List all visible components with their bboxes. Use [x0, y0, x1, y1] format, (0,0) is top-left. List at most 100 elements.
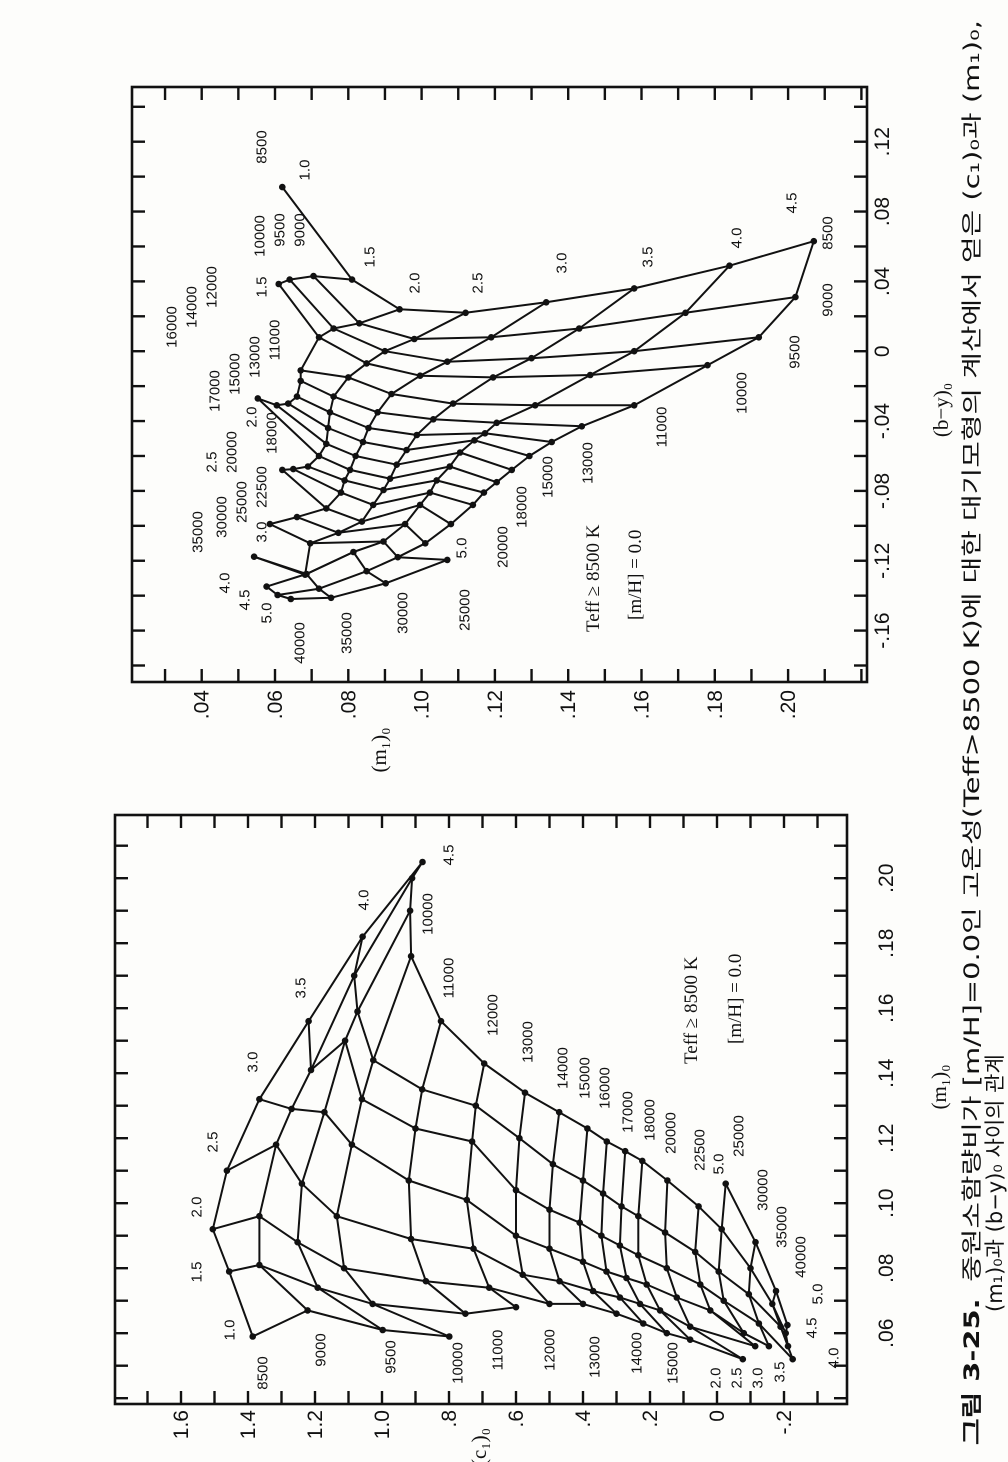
- curve-label: 3.0: [254, 522, 271, 543]
- model-point: [416, 372, 424, 379]
- curve-label: 3.0: [245, 1052, 262, 1073]
- model-point: [437, 1017, 445, 1025]
- model-point: [380, 486, 387, 494]
- curve-label: 25000: [457, 589, 474, 631]
- model-point: [256, 1095, 263, 1103]
- curve-label: 20000: [663, 1112, 680, 1154]
- model-point: [715, 1268, 723, 1275]
- model-point: [663, 1264, 671, 1272]
- logg-line-1-5: [228, 1264, 517, 1315]
- model-point: [752, 1238, 759, 1246]
- model-point: [663, 1329, 671, 1337]
- curve-label: 1.5: [189, 1262, 206, 1283]
- curve-label: 25000: [234, 481, 251, 523]
- figure-number: 그림 3-25.: [960, 1298, 984, 1445]
- x-tick-label: .10: [875, 1189, 898, 1218]
- model-point: [546, 1300, 553, 1308]
- model-point: [810, 237, 818, 245]
- model-point: [348, 1141, 356, 1148]
- y-tick-label: 1.6: [170, 1410, 193, 1439]
- model-point: [446, 1333, 453, 1340]
- caption-line-2: (m₁)₀과 (b−y)₀ 사이의 관계: [983, 1054, 1007, 1312]
- curve-label: 4.5: [237, 590, 254, 611]
- x-axis-title: (b−y)₀: [929, 383, 953, 437]
- model-point: [422, 1277, 430, 1285]
- curve-label: 4.5: [441, 845, 458, 866]
- teff-line-11000: [300, 369, 635, 407]
- model-point: [630, 402, 638, 409]
- y-tick-label: .2: [639, 1410, 662, 1428]
- model-point: [621, 1147, 629, 1155]
- model-point: [469, 501, 477, 509]
- curve-label: 12000: [204, 266, 221, 308]
- model-point: [635, 1251, 642, 1259]
- model-point: [363, 567, 370, 575]
- model-point: [589, 1287, 597, 1295]
- model-point: [546, 1245, 553, 1252]
- teff-annotation: Teff ≥ 8500 K: [583, 524, 604, 632]
- y-tick-label: .20: [777, 690, 800, 719]
- y-tick-label: .08: [337, 690, 360, 719]
- model-point: [519, 1271, 527, 1278]
- y-tick-label: .04: [191, 690, 214, 720]
- curve-label: 40000: [292, 622, 309, 664]
- model-point: [447, 520, 455, 528]
- curve-label: 30000: [214, 496, 231, 538]
- curve-label: 18000: [642, 1099, 659, 1141]
- curve-label: 9500: [272, 213, 289, 246]
- model-point: [263, 583, 270, 590]
- x-tick-label: -.08: [871, 473, 894, 509]
- model-point: [643, 1281, 651, 1288]
- curve-label: 15000: [577, 1057, 594, 1099]
- logg-line-4-5: [409, 861, 787, 1334]
- caption-line-1: 그림 3-25. 중원소함량비가 [m/H]=0.0인 고온성(Teff>8500…: [960, 20, 984, 1445]
- model-point: [225, 1268, 233, 1275]
- curve-label: 4.0: [826, 1348, 843, 1369]
- x-tick-label: .18: [875, 929, 898, 958]
- model-point: [249, 1333, 256, 1340]
- model-point: [326, 409, 334, 416]
- model-point: [480, 489, 488, 496]
- x-axis-title: (m₁)₀: [927, 1065, 951, 1110]
- model-point: [323, 440, 330, 448]
- x-tick-label: .08: [875, 1254, 898, 1283]
- model-point: [579, 1177, 587, 1184]
- model-point: [363, 360, 370, 367]
- model-point: [769, 1300, 776, 1308]
- model-point: [393, 461, 401, 468]
- model-point: [386, 475, 394, 482]
- model-point: [691, 1248, 699, 1256]
- model-point: [789, 1355, 797, 1363]
- model-point: [356, 320, 363, 327]
- teff-line-13000: [515, 1092, 551, 1305]
- model-point: [297, 367, 305, 374]
- model-point: [485, 1284, 493, 1291]
- model-point: [722, 1180, 730, 1187]
- model-point: [586, 371, 594, 379]
- model-point: [405, 1177, 413, 1184]
- model-point: [370, 1056, 377, 1064]
- model-point: [359, 438, 367, 446]
- curve-label: 10000: [734, 372, 751, 414]
- x-tick-label: -.16: [871, 612, 894, 648]
- teff-line-18000: [637, 1160, 691, 1341]
- model-point: [487, 334, 495, 341]
- model-point: [407, 952, 415, 960]
- curve-label: 20000: [495, 526, 512, 568]
- model-point: [293, 513, 301, 521]
- model-point: [359, 933, 366, 940]
- model-point: [279, 183, 286, 191]
- x-tick-label: .12: [875, 1124, 898, 1153]
- curve-label: 3.0: [750, 1368, 767, 1389]
- model-point: [656, 1307, 664, 1314]
- model-point: [493, 419, 501, 427]
- model-point: [704, 361, 711, 369]
- curve-label: 9000: [313, 1333, 330, 1366]
- model-point: [755, 334, 763, 341]
- chart-frame: [130, 85, 869, 684]
- chart-frame: [113, 813, 849, 1406]
- model-point: [286, 276, 294, 283]
- model-point: [636, 1300, 644, 1308]
